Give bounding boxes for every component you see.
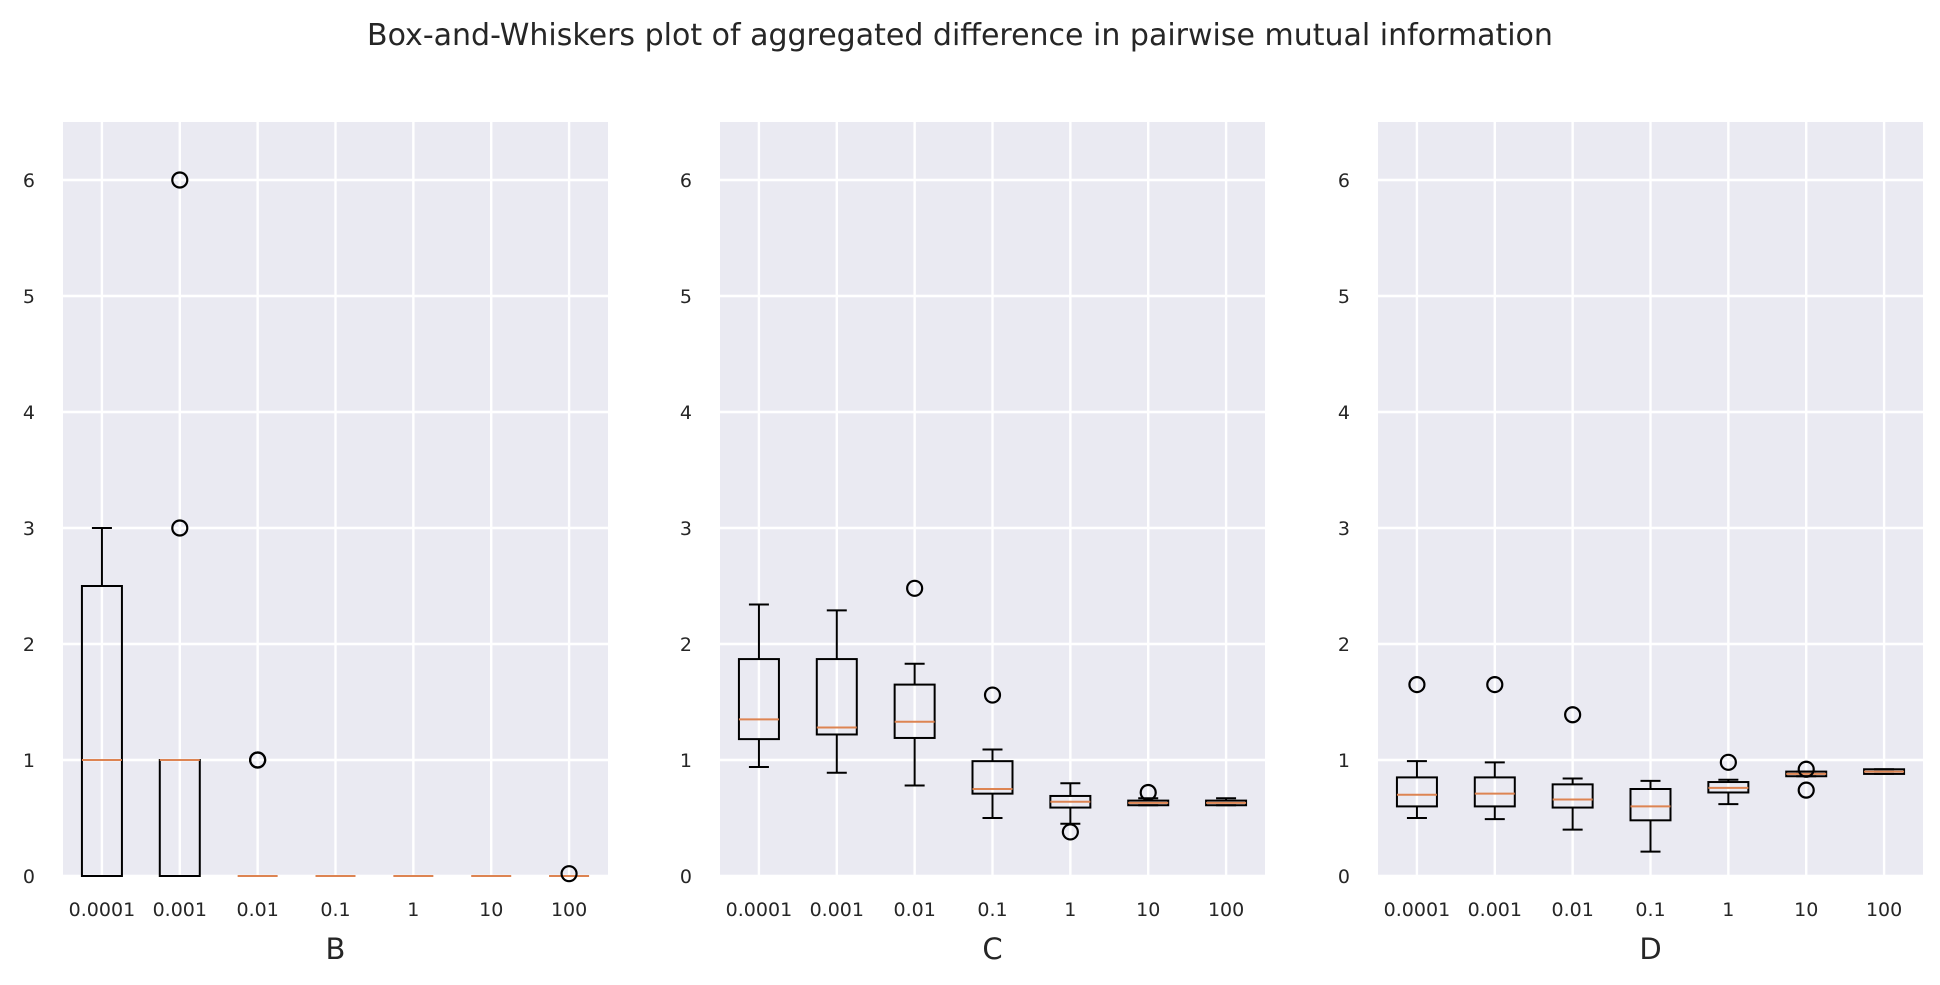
box-5	[1785, 760, 1828, 799]
x-tick-label: 0.1	[977, 899, 1007, 921]
outlier-point	[1797, 781, 1815, 799]
box-6	[1863, 768, 1906, 775]
x-tick-label: 0.0001	[69, 899, 135, 921]
box-6	[1205, 797, 1248, 807]
box-0	[1395, 675, 1438, 819]
y-tick-label: 0	[1338, 866, 1350, 888]
box-0	[737, 603, 780, 768]
box-body	[80, 585, 123, 877]
outlier-point	[1139, 783, 1157, 802]
x-tick-label: 0.1	[1635, 899, 1665, 921]
x-tick-label: 10	[1136, 899, 1160, 921]
x-tick-label: 10	[479, 899, 503, 921]
x-axis-label: C	[982, 932, 1002, 966]
x-axis-label: D	[1639, 932, 1661, 966]
box-2	[237, 751, 278, 877]
subplot-b: 0 1 2 3 4 5 6 0.0001 0.001 0.01 0.1 1 10 100 B	[23, 122, 608, 966]
box-body	[1473, 776, 1516, 808]
x-tick-label: 0.001	[153, 899, 207, 921]
y-tick-label: 4	[1338, 402, 1350, 424]
y-tick-label: 3	[1338, 518, 1350, 540]
x-tick-label: 0.01	[236, 899, 278, 921]
outlier-point	[1719, 753, 1737, 771]
subplot-d: 0 1 2 3 4 5 6 0.0001 0.001 0.01 0.1 1 10 100 D	[1338, 122, 1923, 966]
x-tick-label: 100	[1866, 899, 1902, 921]
y-tick-label: 0	[23, 866, 35, 888]
y-tick-label: 2	[1338, 634, 1350, 656]
box-1	[1473, 675, 1516, 821]
y-tick-label: 4	[680, 402, 692, 424]
box-body	[971, 760, 1014, 795]
box-5	[1127, 783, 1170, 807]
y-tick-label: 5	[680, 286, 692, 308]
y-tick-label: 0	[680, 866, 692, 888]
x-tick-label: 10	[1794, 899, 1818, 921]
outlier-point	[1061, 823, 1079, 841]
x-tick-label: 1	[1722, 899, 1734, 921]
outlier-point	[1797, 760, 1815, 778]
x-tick-label: 0.001	[810, 899, 864, 921]
box-6	[549, 865, 590, 883]
box-0	[80, 527, 123, 877]
y-tick-label: 1	[1338, 750, 1350, 772]
x-tick-label: 0.0001	[726, 899, 792, 921]
box-3	[1629, 779, 1672, 853]
box-body	[815, 658, 858, 736]
box-body	[893, 683, 936, 739]
box-4	[1707, 753, 1750, 806]
y-tick-label: 1	[23, 750, 35, 772]
x-tick-label: 100	[1208, 899, 1244, 921]
box-body	[737, 658, 780, 741]
box-2	[1551, 706, 1594, 831]
box-1	[815, 609, 858, 774]
y-tick-label: 6	[680, 170, 692, 192]
y-tick-label: 6	[1338, 170, 1350, 192]
outlier-point	[1564, 706, 1582, 724]
outlier-point	[983, 686, 1002, 704]
x-tick-label: 0.01	[1551, 899, 1593, 921]
x-tick-label: 0.0001	[1384, 899, 1450, 921]
x-tick-label: 0.01	[893, 899, 935, 921]
outlier-point	[171, 519, 189, 537]
x-tick-label: 0.1	[320, 899, 350, 921]
y-tick-label: 1	[680, 750, 692, 772]
box-body	[1551, 783, 1594, 809]
y-tick-label: 2	[680, 634, 692, 656]
y-tick-label: 5	[23, 286, 35, 308]
box-1	[158, 171, 201, 877]
box-2	[893, 579, 936, 787]
box-body	[1629, 788, 1672, 822]
x-tick-label: 1	[1064, 899, 1076, 921]
y-tick-label: 5	[1338, 286, 1350, 308]
y-tick-label: 2	[23, 634, 35, 656]
x-tick-label: 1	[407, 899, 419, 921]
figure-title: Box-and-Whiskers plot of aggregated diff…	[367, 18, 1553, 53]
y-tick-label: 4	[23, 402, 35, 424]
subplot-c: 0 1 2 3 4 5 6 0.0001 0.001 0.01 0.1 1 10 100 C	[680, 122, 1265, 966]
outlier-point	[1486, 675, 1504, 694]
outlier-point	[906, 579, 924, 597]
x-tick-label: 0.001	[1468, 899, 1522, 921]
box-body	[1395, 776, 1438, 808]
box-3	[971, 686, 1014, 819]
outlier-point	[171, 171, 189, 189]
outlier-point	[249, 751, 267, 769]
box-4	[1049, 782, 1092, 841]
x-axis-label: B	[326, 932, 346, 966]
y-tick-label: 3	[23, 518, 35, 540]
outlier-point	[560, 865, 578, 883]
outlier-point	[1408, 675, 1426, 694]
y-tick-label: 6	[23, 170, 35, 192]
x-tick-label: 100	[551, 899, 587, 921]
y-tick-label: 3	[680, 518, 692, 540]
